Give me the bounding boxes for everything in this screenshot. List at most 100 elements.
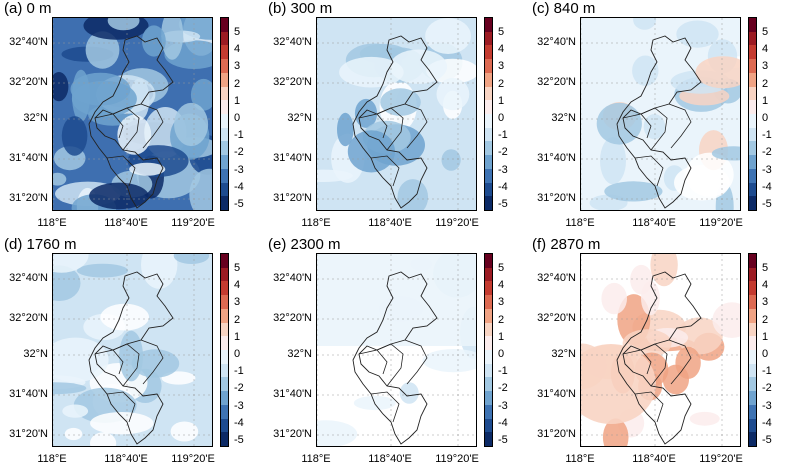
colorbar-segment — [485, 363, 492, 378]
y-tick-label: 31°20'N — [273, 428, 312, 440]
panel-title: (d) 1760 m — [4, 236, 77, 253]
colorbar-segment — [749, 45, 756, 60]
field-blob — [53, 172, 67, 186]
field-blob — [90, 432, 117, 446]
colorbar-segment — [221, 155, 228, 170]
colorbar-segment — [749, 336, 756, 351]
colorbar-segment — [485, 254, 492, 269]
y-tick-label: 31°20'N — [273, 192, 312, 204]
colorbar-label: 1 — [762, 330, 769, 343]
colorbar-segment — [485, 72, 492, 88]
colorbar-segment — [221, 432, 228, 447]
colorbar-segment — [485, 196, 492, 211]
colorbar-segment — [749, 254, 756, 269]
panel-title: (e) 2300 m — [268, 236, 341, 253]
colorbar-segment — [221, 45, 228, 60]
map-panel: (a) 0 m 32°40'N 32°20'N 32°N 31°40'N 31°20'N 1… — [0, 0, 264, 236]
y-tick-label: 31°40'N — [537, 152, 576, 164]
colorbar-label: 2 — [234, 77, 241, 90]
x-tick-label: 118°E — [565, 217, 595, 229]
colorbar — [748, 17, 757, 211]
colorbar-segment — [749, 281, 756, 296]
field-region — [317, 254, 476, 346]
colorbar-label: -4 — [762, 416, 772, 429]
colorbar-segment — [485, 322, 492, 337]
colorbar-segment — [221, 267, 228, 282]
x-tick-label: 119°20'E — [435, 217, 479, 229]
colorbar-segment — [221, 196, 228, 211]
x-tick-label: 118°40'E — [632, 453, 676, 465]
field-blob — [380, 88, 421, 116]
colorbar-segment — [485, 377, 492, 392]
map-panel: (c) 840 m 32°40'N 32°20'N 32°N 31°40'N 31°20'… — [528, 0, 792, 236]
colorbar-segment — [749, 432, 756, 447]
field-blob — [77, 263, 128, 278]
colorbar-segment — [485, 267, 492, 282]
colorbar — [484, 253, 493, 447]
colorbar — [484, 17, 493, 211]
x-tick-label: 119°20'E — [171, 217, 215, 229]
x-tick-label: 118°E — [37, 453, 67, 465]
x-tick-label: 119°20'E — [699, 453, 743, 465]
colorbar-segment — [485, 127, 492, 142]
map-area — [580, 253, 741, 447]
colorbar-segment — [749, 114, 756, 129]
y-tick-label: 32°20'N — [9, 312, 48, 324]
city-boundary — [616, 35, 702, 209]
colorbar-label: -5 — [498, 434, 508, 446]
colorbar — [220, 253, 229, 447]
field-blob — [90, 412, 154, 435]
colorbar-segment — [749, 196, 756, 211]
map-field — [581, 18, 740, 210]
x-tick-label: 118°E — [565, 453, 595, 465]
city-boundary — [616, 271, 702, 445]
colorbar-segment — [485, 308, 492, 324]
colorbar-segment — [749, 322, 756, 337]
colorbar-segment — [749, 350, 756, 365]
colorbar-label: 2 — [762, 313, 769, 326]
colorbar-segment — [485, 168, 492, 184]
panel-title: (c) 840 m — [532, 0, 596, 17]
field-blob — [85, 31, 120, 69]
colorbar-label: -5 — [498, 198, 508, 210]
y-tick-label: 31°40'N — [273, 388, 312, 400]
field-blob — [650, 254, 678, 287]
field-blob — [399, 382, 419, 404]
colorbar-segment — [749, 308, 756, 324]
colorbar-segment — [485, 114, 492, 129]
y-tick-label: 32°N — [287, 348, 312, 360]
field-blob — [711, 146, 740, 161]
colorbar-segment — [485, 45, 492, 60]
colorbar-segment — [485, 418, 492, 433]
colorbar-segment — [221, 168, 228, 184]
colorbar-label: -1 — [234, 129, 244, 142]
colorbar-label: -4 — [762, 180, 772, 193]
field-blob — [189, 168, 212, 210]
field-blob — [53, 265, 81, 301]
field-blob — [100, 303, 149, 331]
map-area — [316, 253, 477, 447]
colorbar-label: 3 — [762, 60, 769, 73]
colorbar-segment — [749, 391, 756, 406]
colorbar — [748, 253, 757, 447]
colorbar-label: 0 — [234, 112, 241, 124]
colorbar-label: 5 — [498, 26, 505, 38]
colorbar-segment — [485, 404, 492, 420]
colorbar-segment — [749, 377, 756, 392]
y-tick-label: 31°40'N — [273, 152, 312, 164]
colorbar-label: -5 — [762, 434, 772, 446]
colorbar-label: 5 — [498, 262, 505, 274]
x-tick-label: 118°40'E — [368, 217, 412, 229]
field-blob — [339, 56, 404, 88]
field-blob — [441, 149, 461, 171]
colorbar-segment — [221, 363, 228, 378]
y-tick-label: 31°20'N — [537, 192, 576, 204]
field-blob — [190, 78, 212, 111]
field-blob — [604, 181, 663, 202]
field-region — [581, 344, 656, 424]
colorbar-label: -2 — [762, 146, 772, 159]
y-tick-label: 32°N — [23, 112, 48, 124]
y-tick-label: 31°40'N — [537, 388, 576, 400]
map-field — [317, 18, 476, 210]
colorbar-label: -3 — [762, 399, 772, 412]
